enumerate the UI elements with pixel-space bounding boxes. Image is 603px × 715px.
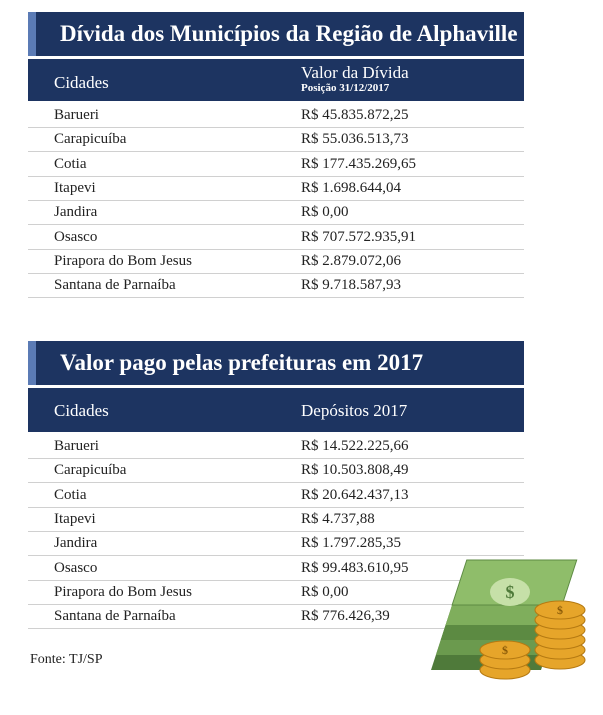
table-row: Barueri R$ 45.835.872,25 <box>28 103 524 128</box>
header-note: Posição 31/12/2017 <box>301 82 390 94</box>
table-row: Barueri R$ 14.522.225,66 <box>28 434 524 459</box>
table-row: Cotia R$ 177.435.269,65 <box>28 152 524 177</box>
table-row: Jandira R$ 0,00 <box>28 200 524 226</box>
city-cell: Osasco <box>54 559 98 576</box>
city-cell: Itapevi <box>54 510 96 527</box>
city-cell: Jandira <box>54 204 98 221</box>
city-cell: Cotia <box>54 155 87 172</box>
city-cell: Osasco <box>54 228 98 245</box>
value-cell: R$ 0,00 <box>301 583 349 600</box>
value-cell: R$ 9.718.587,93 <box>301 277 402 294</box>
city-cell: Santana de Parnaíba <box>54 608 176 625</box>
value-cell: R$ 4.737,88 <box>301 510 375 527</box>
table-header: Cidades Depósitos 2017 <box>28 388 524 432</box>
value-cell: R$ 10.503.808,49 <box>301 462 409 479</box>
table-row: Osasco R$ 707.572.935,91 <box>28 225 524 250</box>
source: Fonte: TJ/SP <box>30 652 103 667</box>
value-cell: R$ 707.572.935,91 <box>301 228 417 245</box>
city-cell: Cotia <box>54 486 87 503</box>
city-cell: Pirapora do Bom Jesus <box>54 252 192 269</box>
value-cell: R$ 177.435.269,65 <box>301 155 417 172</box>
svg-text:$: $ <box>502 643 508 657</box>
svg-text:$: $ <box>557 603 563 617</box>
city-cell: Carapicuíba <box>54 462 127 479</box>
table-row: Itapevi R$ 4.737,88 <box>28 507 524 532</box>
table-row: Itapevi R$ 1.698.644,04 <box>28 176 524 201</box>
table-row: Carapicuíba R$ 55.036.513,73 <box>28 127 524 153</box>
value-cell: R$ 1.698.644,04 <box>301 179 402 196</box>
header-cell: Cidades <box>54 401 109 420</box>
table-row: Cotia R$ 20.642.437,13 <box>28 483 524 508</box>
city-cell: Pirapora do Bom Jesus <box>54 583 192 600</box>
city-cell: Itapevi <box>54 179 96 196</box>
money-illustration: $ $ $ <box>431 559 586 680</box>
table-row: Pirapora do Bom Jesus R$ 2.879.072,06 <box>28 249 524 274</box>
svg-text:$: $ <box>506 582 515 602</box>
value-cell: R$ 99.483.610,95 <box>301 559 409 576</box>
table-row: Santana de Parnaíba R$ 776.426,39 <box>28 604 524 630</box>
value-cell: R$ 45.835.872,25 <box>301 107 409 123</box>
table-title: Dívida dos Municípios da Região de Alpha… <box>28 12 524 56</box>
table-row: Jandira R$ 1.797.285,35 <box>28 531 524 557</box>
city-cell: Carapicuíba <box>54 131 127 148</box>
value-cell: R$ 776.426,39 <box>301 608 390 625</box>
city-cell: Barueri <box>54 107 99 123</box>
table-row: Osasco R$ 99.483.610,95 <box>28 556 524 581</box>
value-cell: R$ 14.522.225,66 <box>301 438 409 454</box>
city-cell: Jandira <box>54 535 98 552</box>
value-cell: R$ 1.797.285,35 <box>301 535 402 552</box>
header-cell: Cidades <box>54 73 109 92</box>
header-cell: Valor da Dívida <box>301 63 409 82</box>
value-cell: R$ 2.879.072,06 <box>301 252 402 269</box>
table-header: Cidades Valor da Dívida Posição 31/12/2017 <box>28 59 524 101</box>
table-row: Carapicuíba R$ 10.503.808,49 <box>28 458 524 484</box>
header-cell: Depósitos 2017 <box>301 401 408 420</box>
city-cell: Barueri <box>54 438 99 454</box>
city-cell: Santana de Parnaíba <box>54 277 176 294</box>
table-row: Santana de Parnaíba R$ 9.718.587,93 <box>28 273 524 299</box>
value-cell: R$ 0,00 <box>301 204 349 221</box>
value-cell: R$ 20.642.437,13 <box>301 486 409 503</box>
table-title: Valor pago pelas prefeituras em 2017 <box>28 341 524 385</box>
value-cell: R$ 55.036.513,73 <box>301 131 409 148</box>
table-row: Pirapora do Bom Jesus R$ 0,00 <box>28 580 524 605</box>
